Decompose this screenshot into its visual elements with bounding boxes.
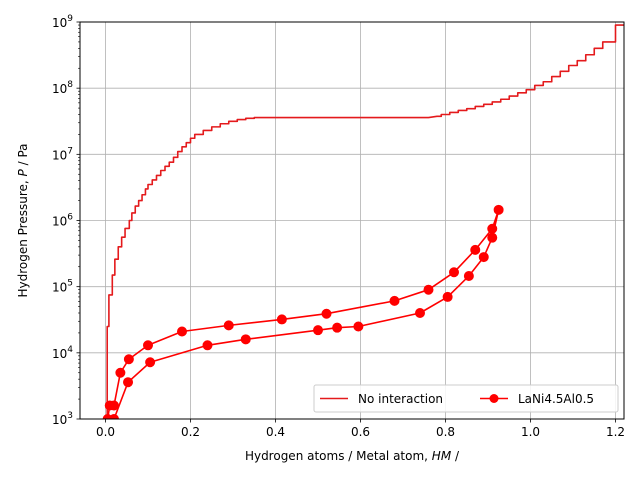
data-point — [123, 377, 134, 388]
data-point — [463, 270, 474, 281]
data-point — [415, 307, 425, 318]
x-axis-label-main: Hydrogen atoms / Metal atom, — [245, 449, 432, 463]
x-tick-label: 0.4 — [266, 425, 285, 439]
y-tick-label: 107 — [52, 146, 73, 162]
x-tick-label: 0.8 — [436, 425, 455, 439]
x-axis-label-italic: HM — [432, 449, 452, 463]
data-point — [115, 367, 126, 378]
x-tick-label: 1.2 — [606, 425, 625, 439]
x-tick-label: 0.6 — [351, 425, 370, 439]
data-point — [202, 340, 213, 351]
y-axis-label-main: Hydrogen Pressure, — [16, 176, 30, 297]
y-tick-label: 109 — [52, 14, 73, 30]
data-point — [487, 223, 498, 234]
data-point — [423, 284, 434, 295]
y-tick-label: 105 — [52, 279, 73, 295]
y-tick-label: 104 — [52, 345, 73, 361]
x-tick-label: 1.0 — [521, 425, 540, 439]
y-tick-label: 106 — [52, 213, 73, 229]
x-axis-label: Hydrogen atoms / Metal atom, HM / — [245, 449, 460, 463]
data-point — [442, 291, 453, 302]
data-point — [177, 326, 187, 337]
data-point — [240, 334, 251, 345]
data-point — [123, 354, 134, 365]
data-point — [487, 232, 498, 243]
data-point — [478, 252, 489, 263]
data-point — [332, 322, 343, 333]
data-point — [449, 267, 459, 278]
ticks: 0.0 0.2 0.4 0.6 0.8 1.0 1.2 103 104 105 106 107 108 1… — [52, 14, 625, 439]
data-point — [143, 340, 153, 351]
data-point — [389, 295, 400, 306]
x-tick-label: 0.2 — [181, 425, 200, 439]
y-axis-label: Hydrogen Pressure, P / Pa — [16, 143, 30, 297]
data-point — [470, 244, 481, 255]
data-point — [353, 321, 364, 332]
data-point — [109, 400, 119, 411]
y-axis-label-suffix: / Pa — [16, 143, 30, 169]
data-point — [145, 357, 156, 368]
legend-marker — [489, 394, 499, 403]
x-tick-label: 0.0 — [96, 425, 115, 439]
legend-box — [313, 384, 619, 413]
legend: No interaction LaNi4.5Al0.5 — [313, 384, 619, 413]
y-tick-label: 103 — [52, 411, 73, 427]
y-tick-label: 108 — [52, 80, 73, 96]
data-point — [223, 320, 234, 331]
data-point — [321, 308, 332, 319]
series-layer — [102, 24, 624, 419]
data-point — [493, 204, 504, 215]
data-point — [109, 414, 119, 419]
series-line-0 — [105, 24, 624, 419]
legend-label-1: LaNi4.5Al0.5 — [518, 392, 594, 406]
y-axis-label-italic: P — [16, 168, 30, 176]
data-point — [313, 325, 323, 336]
legend-label-0: No interaction — [358, 392, 443, 406]
data-point — [276, 314, 287, 325]
x-axis-label-suffix: / — [451, 449, 460, 463]
